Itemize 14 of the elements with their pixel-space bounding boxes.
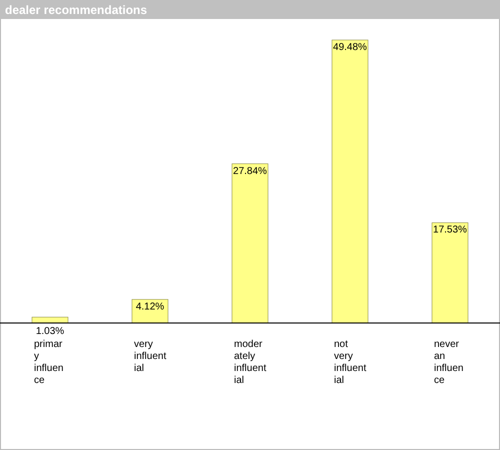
x-tick-label: very influential — [134, 339, 166, 374]
chart-title: dealer recommendations — [5, 3, 148, 17]
data-label: 49.48% — [333, 42, 368, 53]
x-tick-label: primary influence — [34, 339, 64, 386]
bar — [432, 222, 468, 324]
data-label: 4.12% — [136, 301, 164, 312]
data-label: 17.53% — [433, 224, 468, 236]
x-tick-label: not very influential — [334, 339, 366, 386]
bar — [332, 40, 368, 324]
data-label: 27.84% — [233, 166, 268, 177]
x-tick-label: never an influence — [434, 339, 464, 386]
bar — [232, 164, 268, 324]
data-label: 1.03% — [36, 326, 64, 337]
x-tick-label: moderately influential — [234, 339, 266, 386]
